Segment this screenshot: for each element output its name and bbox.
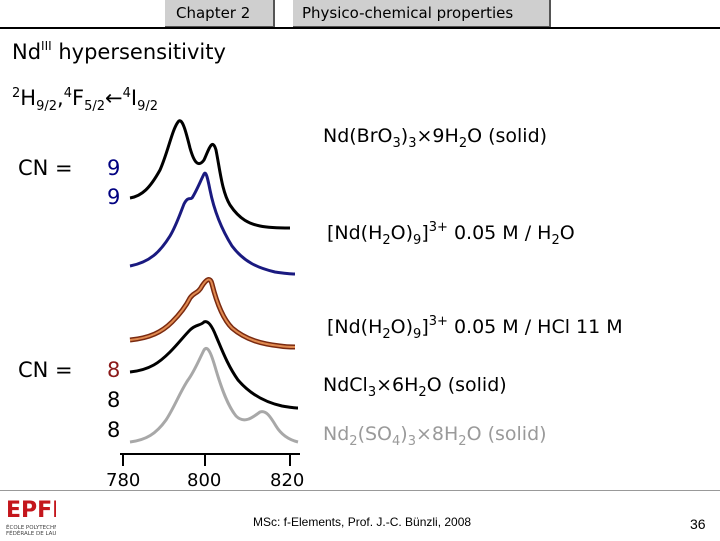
cn8-label: CN = (18, 358, 73, 382)
x-tick-label-820: 820 (270, 470, 305, 491)
label-nd-aqua-water: [Nd(H2O)9]3+ 0.05 M / H2O (327, 220, 575, 248)
cn8-value-2: 8 (107, 388, 121, 412)
cn9-value-1: 9 (107, 156, 121, 180)
cn8-value-3: 8 (107, 418, 121, 442)
spectrum-nd-sulfate (129, 347, 299, 444)
x-tick-label-780: 780 (106, 470, 141, 491)
label-nd-chloride: NdCl3×6H2O (solid) (323, 374, 507, 400)
cn8-value-1: 8 (107, 358, 121, 382)
label-nd-sulfate: Nd2(SO4)3×8H2O (solid) (323, 423, 547, 449)
section-label: Physico-chemical properties (302, 4, 514, 22)
svg-text:ÉCOLE POLYTECHNIQUE: ÉCOLE POLYTECHNIQUE (6, 523, 56, 531)
svg-text:EPFL: EPFL (6, 498, 56, 523)
cn9-value-2: 9 (107, 185, 121, 209)
spectrum-nd-chloride (129, 320, 299, 410)
footer-rule (0, 490, 720, 491)
cn9-label: CN = (18, 156, 73, 180)
label-nd-aqua-hcl: [Nd(H2O)9]3+ 0.05 M / HCl 11 M (327, 314, 623, 342)
label-nd-bromate: Nd(BrO3)3×9H2O (solid) (323, 125, 548, 151)
header-rule (0, 27, 720, 29)
svg-text:FÉDÉRALE DE LAUSANNE: FÉDÉRALE DE LAUSANNE (6, 529, 56, 537)
slide-title: NdIII hypersensitivity (12, 39, 226, 64)
transition-label: 2H9/2,4F5/2←4I9/2 (12, 86, 158, 114)
page-number: 36 (690, 516, 706, 532)
epfl-logo: EPFL ÉCOLE POLYTECHNIQUE FÉDÉRALE DE LAU… (4, 493, 76, 537)
x-tick-label-800: 800 (187, 470, 222, 491)
section-tab (293, 0, 551, 28)
chapter-label: Chapter 2 (176, 4, 251, 22)
spectrum-nd-aqua-water (129, 171, 296, 276)
spectrum-nd-bromate (129, 119, 291, 230)
footer-credit: MSc: f-Elements, Prof. J.-C. Bünzli, 200… (253, 515, 472, 529)
